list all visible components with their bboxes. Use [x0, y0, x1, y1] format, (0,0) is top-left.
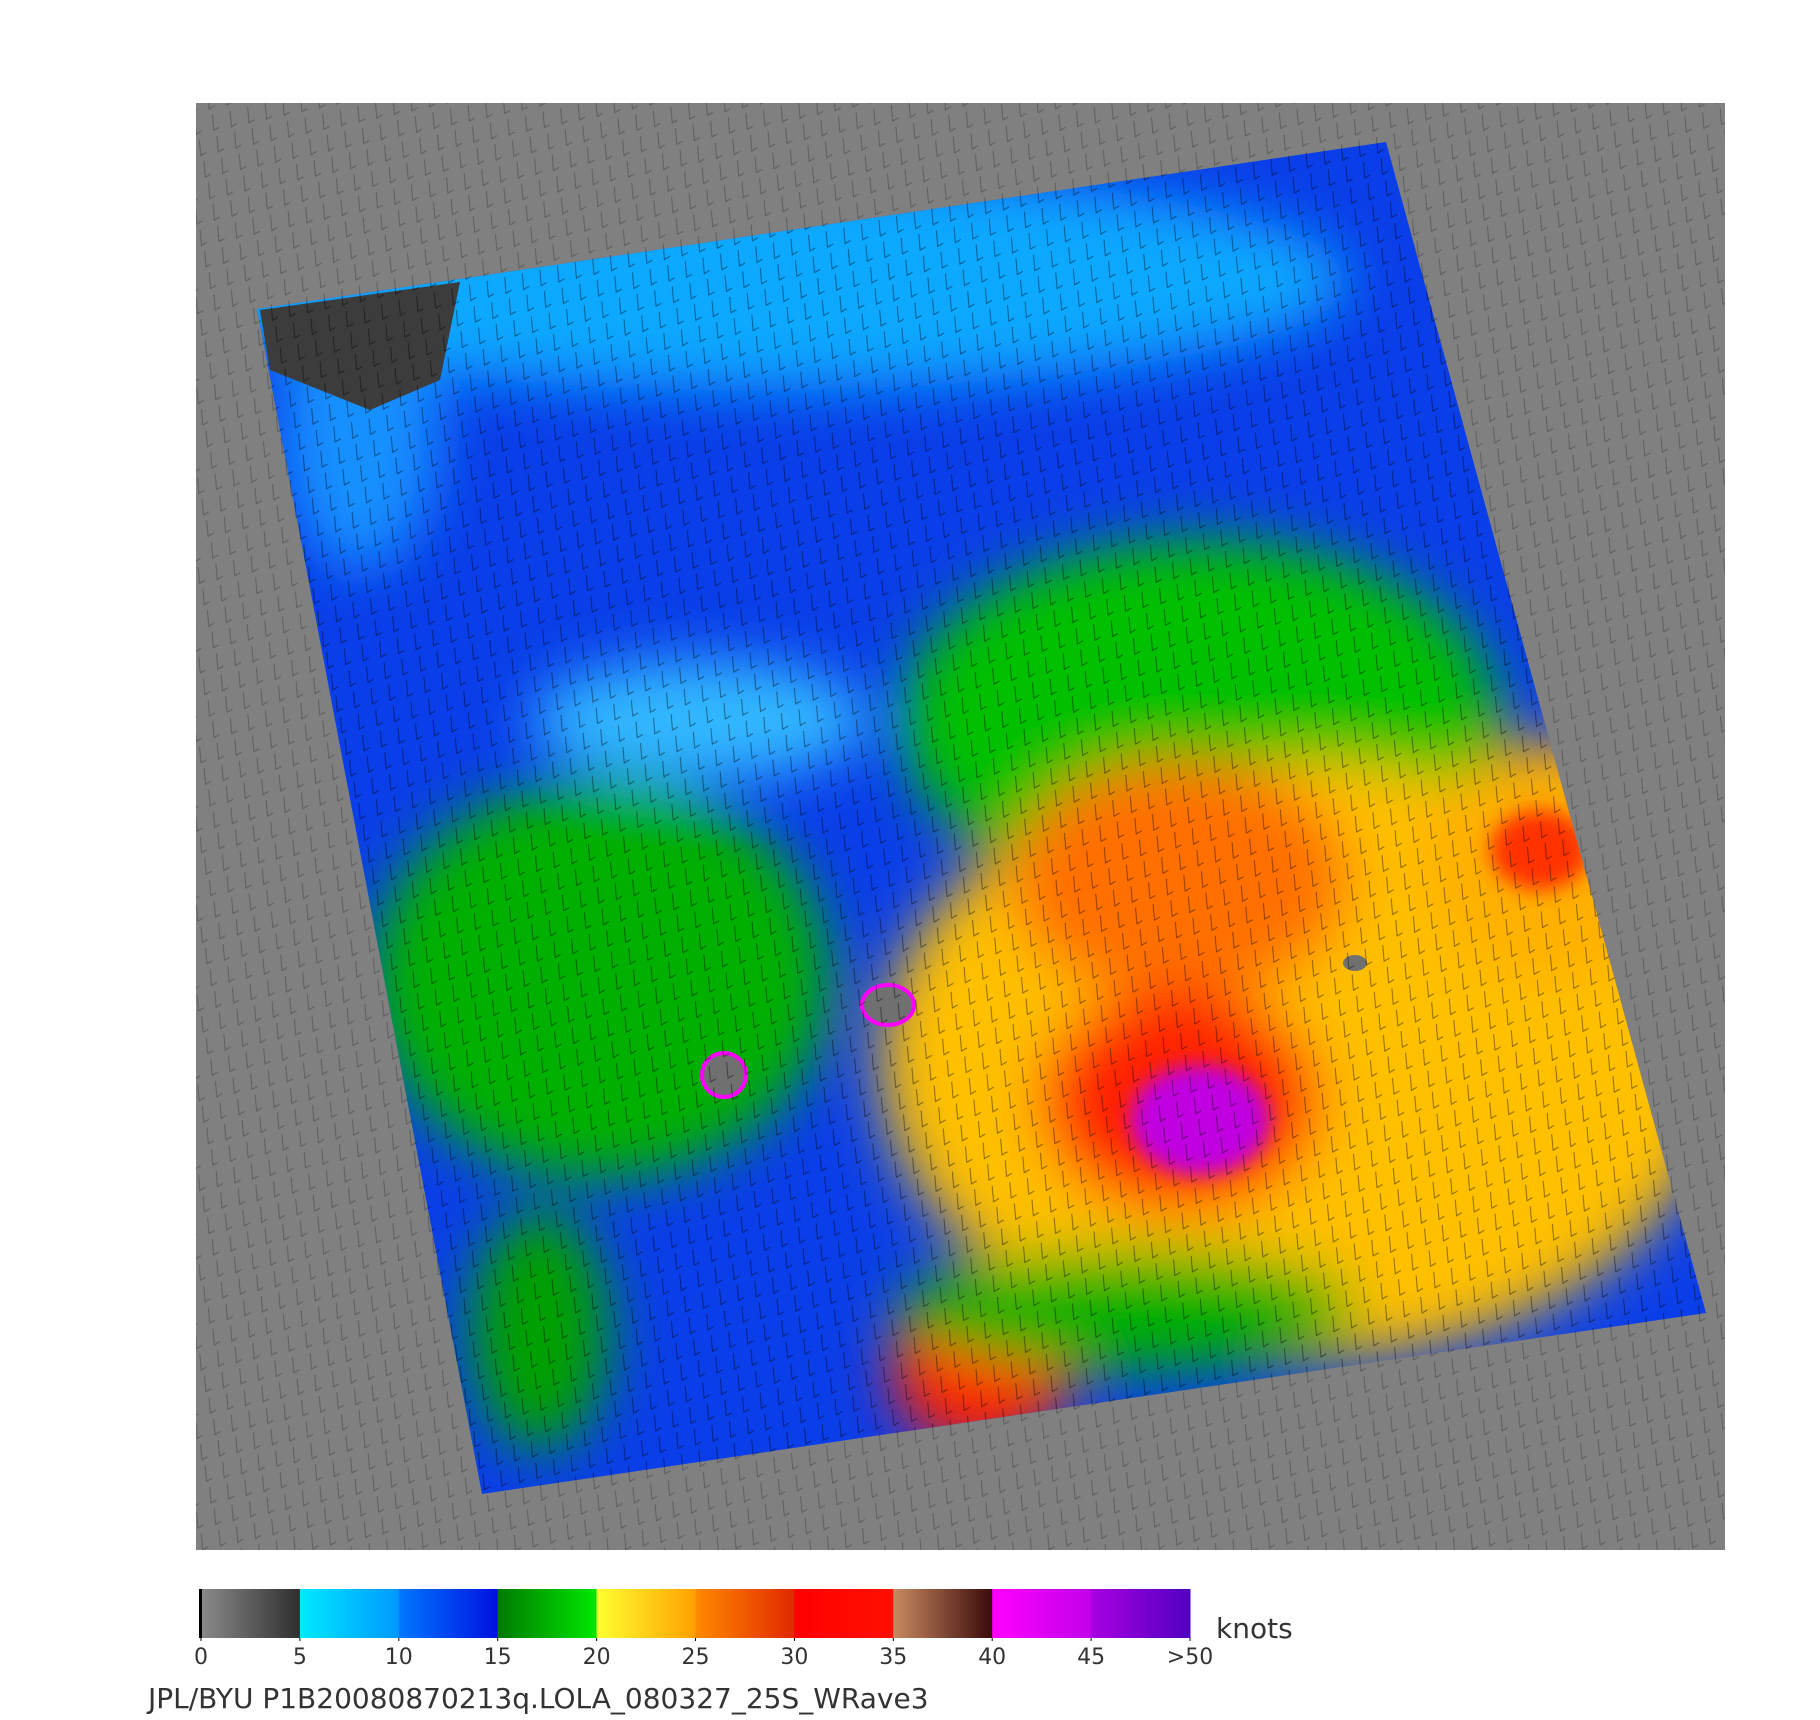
tick-label: 45: [1077, 1645, 1105, 1670]
tick-label: 30: [780, 1645, 808, 1670]
colorbar: 0 5 10 15 20 25 30 35 40 45 >50: [194, 1589, 1213, 1670]
tick-label: 35: [879, 1645, 907, 1670]
tick-label: 20: [583, 1645, 611, 1670]
colorbar-segment: [794, 1589, 894, 1638]
colorbar-unit: knots: [1216, 1612, 1293, 1645]
colorbar-segment: [398, 1589, 499, 1638]
wind-swath: [257, 142, 1706, 1494]
tick-label: 5: [293, 1645, 307, 1670]
tick-label: 40: [978, 1645, 1006, 1670]
tick-label: 10: [385, 1645, 413, 1670]
wind-map: [196, 103, 1725, 1550]
colorbar-edge: [199, 1589, 202, 1638]
caption: JPL/BYU P1B20080870213q.LOLA_080327_25S_…: [146, 1682, 929, 1715]
colorbar-segment: [992, 1589, 1092, 1638]
colorbar-segment: [893, 1589, 993, 1638]
colorbar-segment: [299, 1589, 400, 1638]
colorbar-segment: [1091, 1589, 1191, 1638]
tick-label: 0: [194, 1645, 208, 1670]
colorbar-segment: [201, 1589, 301, 1638]
colorbar-segment: [497, 1589, 598, 1638]
colorbar-segment: [596, 1589, 696, 1638]
tick-label: 25: [682, 1645, 710, 1670]
colorbar-segment: [695, 1589, 795, 1638]
tick-label: 15: [484, 1645, 512, 1670]
tick-label: >50: [1167, 1645, 1213, 1670]
